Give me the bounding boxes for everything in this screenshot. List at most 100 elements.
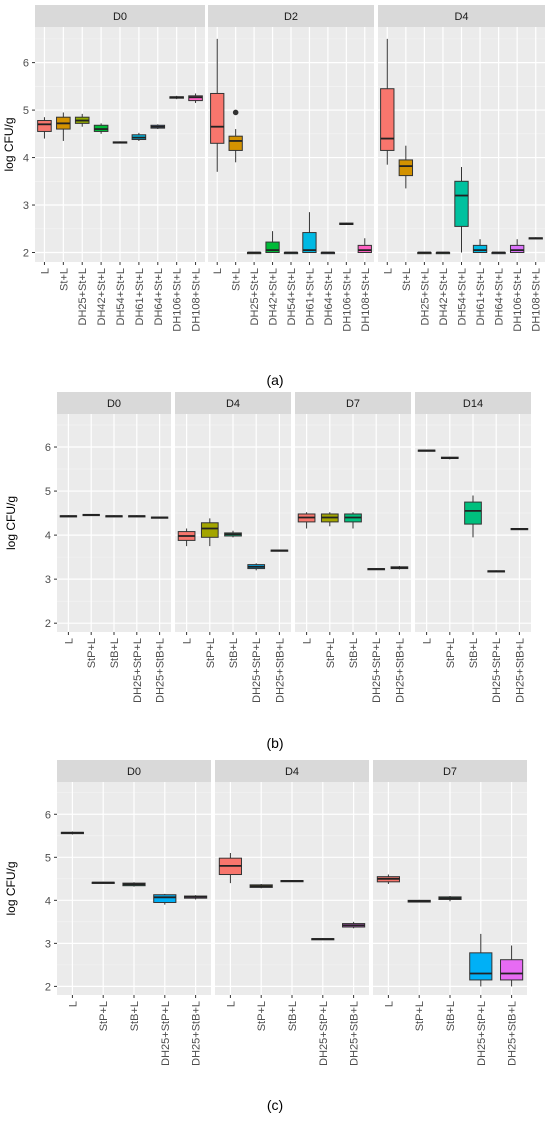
box-plot bbox=[500, 945, 524, 987]
box-plot bbox=[435, 251, 451, 255]
box-plot bbox=[510, 528, 529, 531]
x-tick-label: StB+L bbox=[109, 638, 121, 668]
x-tick-label: DH108+St+L bbox=[360, 268, 372, 332]
box-body bbox=[153, 894, 177, 903]
box-plot bbox=[417, 251, 432, 255]
facet: D4 L StP+L StB+L DH25+StP+L DH25+StB+L bbox=[175, 392, 291, 703]
box-plot bbox=[280, 880, 304, 883]
x-tick-label: StP+L bbox=[98, 1001, 110, 1031]
facet-strip bbox=[208, 5, 374, 27]
y-axis-label: log CFU/g bbox=[4, 496, 18, 550]
x-tick-label: DH42+St+L bbox=[438, 268, 450, 325]
x-tick-label: DH61+St+L bbox=[304, 268, 316, 325]
x-tick-label: DH42+St+L bbox=[268, 268, 280, 325]
panel-caption: (c) bbox=[267, 1097, 283, 1113]
x-tick-label: DH25+StB+L bbox=[507, 1001, 519, 1066]
facet: D4 L St+L DH25+St+L DH42+St+L DH54+St+L DH61+S… bbox=[378, 5, 545, 332]
box-plot bbox=[224, 530, 242, 538]
x-tick-label: DH25+StP+L bbox=[132, 638, 144, 703]
box-body bbox=[228, 135, 243, 151]
y-tick-label: 5 bbox=[23, 105, 29, 117]
box-plot bbox=[302, 212, 317, 254]
box-plot bbox=[122, 882, 146, 887]
x-tick-label: St+L bbox=[58, 268, 70, 291]
x-tick-label: DH25+StB+L bbox=[349, 1001, 361, 1066]
x-tick-label: StP+L bbox=[414, 1001, 426, 1031]
y-tick-label: 6 bbox=[23, 58, 29, 70]
box-body bbox=[210, 92, 225, 144]
x-tick-label: L bbox=[382, 268, 394, 274]
x-tick-label: L bbox=[302, 638, 314, 644]
box-plot bbox=[37, 117, 52, 139]
box-body bbox=[188, 95, 203, 102]
box-plot bbox=[390, 565, 409, 570]
panel-caption: (a) bbox=[266, 372, 283, 388]
box-plot bbox=[509, 239, 525, 254]
x-tick-label: DH108+St+L bbox=[531, 268, 543, 332]
y-tick-label: 2 bbox=[23, 248, 29, 260]
x-tick-label: DH25+StP+L bbox=[318, 1001, 330, 1066]
box-plot bbox=[464, 495, 482, 538]
box-plot bbox=[91, 881, 115, 884]
x-tick-label: DH25+St+L bbox=[249, 268, 261, 325]
x-tick-label: DH25+StP+L bbox=[251, 638, 263, 703]
box-plot bbox=[311, 938, 335, 941]
x-tick-label: StB+L bbox=[228, 638, 240, 668]
x-tick-label: DH25+St+L bbox=[77, 268, 89, 325]
box-plot bbox=[56, 112, 71, 141]
box-body bbox=[265, 241, 280, 254]
x-tick-label: DH25+StB+L bbox=[514, 638, 526, 703]
x-tick-label: StP+L bbox=[445, 638, 457, 668]
x-tick-label: DH54+St+L bbox=[457, 268, 469, 325]
x-tick-label: St+L bbox=[401, 268, 413, 291]
box-plot bbox=[59, 515, 78, 518]
x-tick-label: St+L bbox=[231, 268, 243, 291]
x-tick-label: StB+L bbox=[445, 1001, 457, 1031]
box-plot bbox=[339, 222, 354, 225]
box-plot bbox=[487, 570, 506, 573]
x-tick-label: DH106+St+L bbox=[512, 268, 524, 332]
facet: D7 L StP+L StB+L DH25+StP+L DH25+StB+L bbox=[373, 760, 527, 1066]
box-plot bbox=[344, 512, 362, 529]
x-tick-label: DH64+St+L bbox=[153, 268, 165, 325]
chart-panel: log CFU/g 2 3 4 5 6 D0 L StP+L StB+L DH25+StP+L DH2… bbox=[4, 760, 527, 1113]
facet: D0 L StP+L StB+L DH25+StP+L DH25+StB+L bbox=[57, 392, 171, 703]
x-tick-label: DH25+StP+L bbox=[491, 638, 503, 703]
y-tick-label: 4 bbox=[23, 153, 29, 165]
facet-strip-label: D0 bbox=[127, 766, 141, 778]
box-body bbox=[37, 120, 52, 132]
facet-strip bbox=[35, 5, 205, 27]
box-plot bbox=[218, 853, 242, 884]
y-tick-label: 5 bbox=[45, 486, 51, 498]
x-tick-label: L bbox=[422, 638, 434, 644]
facet: D7 L StP+L StB+L DH25+StP+L DH25+StB+L bbox=[295, 392, 411, 703]
box-body bbox=[469, 952, 493, 981]
y-tick-label: 6 bbox=[45, 442, 51, 454]
box-plot bbox=[320, 251, 336, 255]
chart-panel: log CFU/g 2 3 4 5 6 D0 L StP+L StB+L DH25+StP+L DH2… bbox=[4, 392, 531, 751]
box-plot bbox=[380, 38, 395, 165]
y-tick-label: 2 bbox=[45, 618, 51, 630]
box-body bbox=[464, 501, 482, 525]
box-body bbox=[302, 232, 317, 254]
panel-caption: (b) bbox=[266, 735, 283, 751]
x-tick-label: StB+L bbox=[129, 1001, 141, 1031]
x-tick-label: DH25+StB+L bbox=[394, 638, 406, 703]
y-tick-label: 3 bbox=[23, 200, 29, 212]
box-plot bbox=[246, 251, 262, 255]
box-plot bbox=[177, 528, 196, 547]
box-plot bbox=[247, 563, 266, 571]
box-plot bbox=[200, 518, 219, 547]
box-plot bbox=[105, 515, 123, 518]
box-plot bbox=[491, 251, 506, 255]
y-tick-label: 5 bbox=[45, 852, 51, 864]
x-tick-label: DH25+StB+L bbox=[274, 638, 286, 703]
box-body bbox=[357, 244, 372, 254]
box-body bbox=[472, 244, 488, 254]
box-plot bbox=[131, 132, 147, 141]
box-plot bbox=[128, 515, 146, 518]
box-plot bbox=[398, 145, 414, 189]
box-plot bbox=[469, 933, 493, 987]
x-tick-label: DH108+St+L bbox=[191, 268, 203, 332]
